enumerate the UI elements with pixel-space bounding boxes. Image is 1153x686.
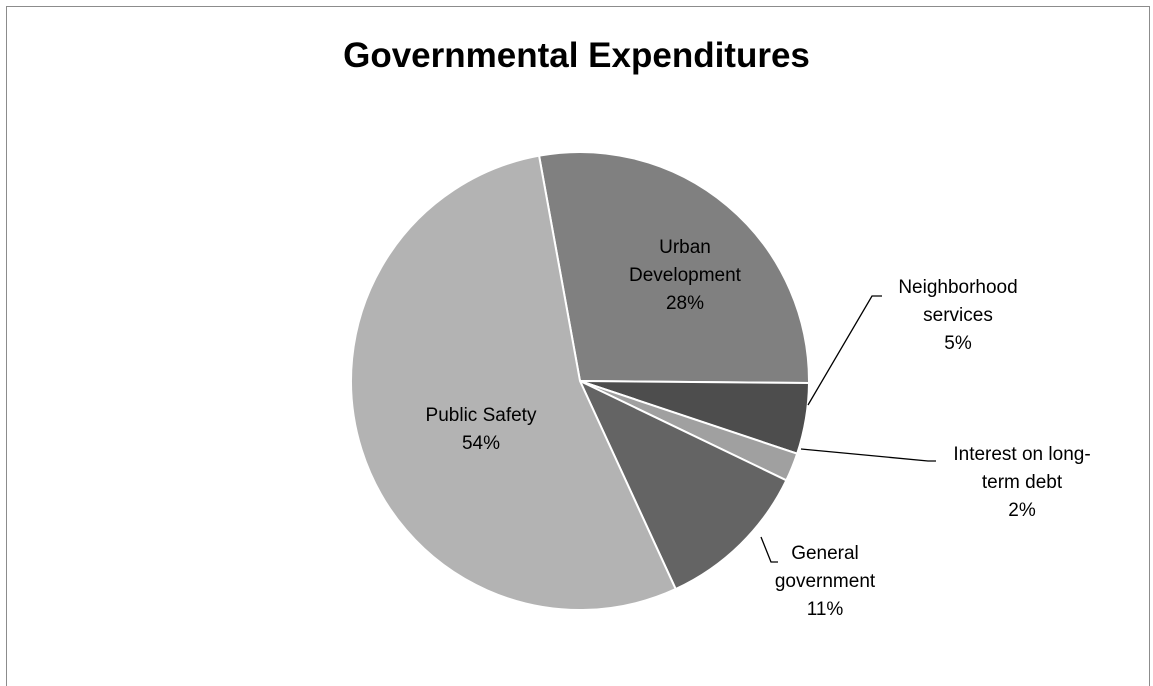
chart-title: Governmental Expenditures <box>343 36 810 75</box>
pie-slice-general-government <box>577 378 788 591</box>
leader-line-general-government <box>760 536 778 563</box>
data-label-urban-development: Urban Development 28% <box>629 237 742 314</box>
pie-slice-urban-development <box>537 151 810 385</box>
leader-line-interest-on-long-term-debt <box>800 448 936 462</box>
pie-slice-public-safety <box>350 154 678 611</box>
data-label-interest-on-long-term-debt: Interest on long-term debt 2% <box>953 444 1090 521</box>
data-label-public-safety: Public Safety 54% <box>426 405 537 454</box>
data-label-neighborhood-services: Neighborhood services 5% <box>898 277 1017 354</box>
leader-line-neighborhood-services <box>807 295 882 406</box>
data-label-general-government: General government 11% <box>775 543 876 620</box>
